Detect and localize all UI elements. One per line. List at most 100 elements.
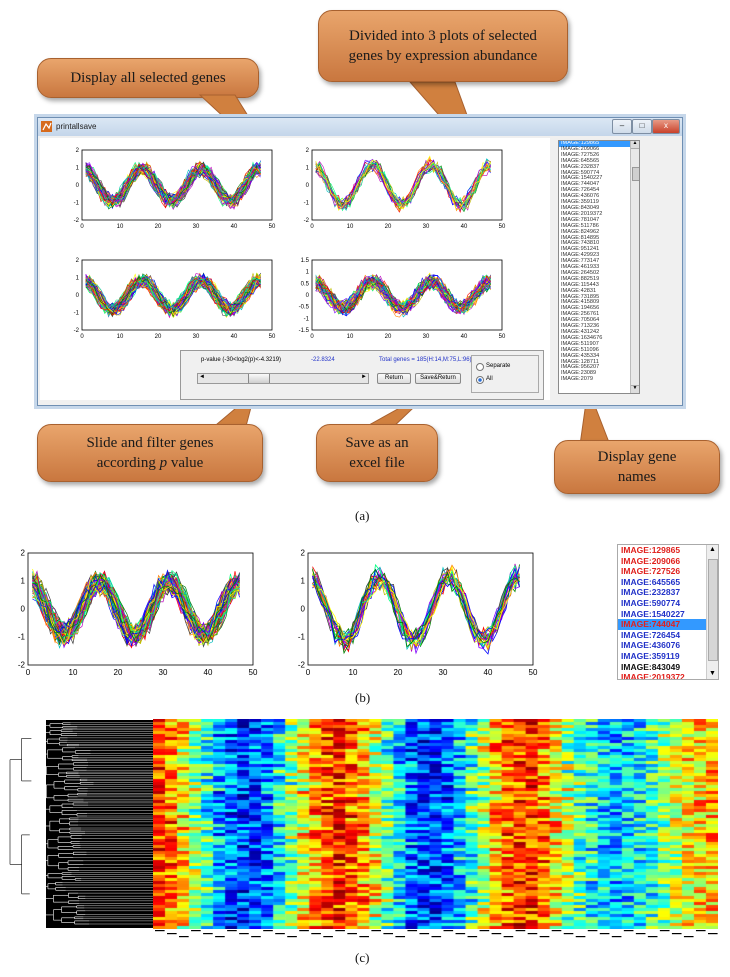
y-tick-label: 1 (301, 577, 306, 586)
minimize-button[interactable]: – (612, 119, 632, 134)
series-line (315, 158, 491, 211)
gene-list-item[interactable]: IMAGE:645565 (561, 157, 600, 164)
x-tick-label: 10 (349, 668, 358, 677)
gene-list-item[interactable]: IMAGE:744047 (561, 181, 600, 188)
slider-left-icon[interactable]: ◄ (199, 374, 205, 380)
gene-list-item[interactable]: IMAGE:2019372 (621, 672, 685, 680)
gene-list-item[interactable]: IMAGE:209066 (561, 145, 600, 152)
gene-list-item[interactable]: IMAGE:1634676 (561, 334, 603, 341)
gene-list-item[interactable]: IMAGE:2079 (561, 376, 594, 383)
gene-list-item[interactable]: IMAGE:882519 (561, 275, 600, 282)
gene-list-item[interactable]: IMAGE:590774 (561, 169, 600, 176)
x-tick-label: 0 (80, 334, 84, 340)
scroll-thumb[interactable] (632, 167, 639, 181)
pvalue-slider[interactable]: ◄ ► (197, 373, 369, 384)
callout-text: names (617, 469, 657, 485)
gene-list-item[interactable]: IMAGE:129865 (621, 545, 681, 555)
series-line (315, 277, 491, 314)
gene-list-item[interactable]: IMAGE:726454 (561, 187, 600, 194)
gene-list-item[interactable]: IMAGE:645565 (621, 576, 681, 587)
scroll-up-icon[interactable]: ▲ (631, 141, 639, 149)
gene-list-item[interactable]: IMAGE:194656 (561, 305, 600, 312)
slider-thumb[interactable] (247, 374, 270, 383)
gene-list-item[interactable]: IMAGE:264502 (561, 269, 600, 276)
gene-list-item[interactable]: IMAGE:23089 (561, 370, 597, 377)
gene-list-item[interactable]: IMAGE:435334 (561, 352, 600, 359)
scroll-down-icon[interactable]: ▼ (709, 670, 716, 677)
gene-list-item[interactable]: IMAGE:129865 (559, 141, 639, 147)
gene-list-item[interactable]: IMAGE:951241 (561, 246, 600, 253)
gene-list-item[interactable]: IMAGE:743810 (561, 240, 600, 247)
list-scrollbar[interactable]: ▲ ▼ (706, 545, 718, 679)
return-button[interactable]: Return (377, 373, 411, 384)
gene-list-item[interactable]: IMAGE:781047 (561, 216, 600, 223)
callout-text: according p value (96, 455, 204, 471)
gene-list-item[interactable]: IMAGE:415809 (561, 299, 600, 306)
gene-list-item[interactable]: IMAGE:232837 (621, 587, 681, 598)
gene-list-item[interactable]: IMAGE:511907 (561, 340, 599, 347)
close-button[interactable]: x (652, 119, 680, 134)
gene-list-item[interactable]: IMAGE:511786 (561, 222, 599, 229)
y-tick-label: 0 (301, 605, 306, 614)
gene-list-item[interactable]: IMAGE:731895 (561, 293, 600, 300)
gene-list-item[interactable]: IMAGE:359119 (621, 650, 680, 661)
gene-list-item[interactable]: IMAGE:1540227 (621, 608, 685, 619)
series-line (315, 274, 491, 316)
y-tick-label: 1.5 (301, 258, 310, 264)
x-tick-label: 10 (117, 334, 124, 340)
gene-name-list[interactable]: IMAGE:129865 IMAGE:209066 IMAGE:727526 IMAG… (558, 140, 640, 394)
gene-list-item[interactable]: IMAGE:511096 (561, 346, 599, 353)
expression-heatmap (153, 719, 718, 929)
scroll-up-icon[interactable]: ▲ (709, 546, 716, 553)
gene-list-item[interactable]: IMAGE:429923 (561, 252, 600, 259)
x-tick-label: 20 (385, 334, 392, 340)
gene-name-list-colored[interactable]: IMAGE:129865 IMAGE:209066 IMAGE:727526 IMAG… (617, 544, 719, 680)
y-tick-label: -2 (74, 218, 80, 224)
gene-list-item[interactable]: IMAGE:1540227 (561, 175, 603, 182)
gene-list-item[interactable]: IMAGE:256761 (561, 311, 600, 318)
y-tick-label: 2 (21, 549, 26, 558)
subplot: 0 10 20 30 40 50 1.5 1 0.5 0 -0.5 -1 -1.5 (299, 258, 506, 340)
series-line (85, 164, 261, 208)
gene-list-item[interactable]: IMAGE:436076 (561, 193, 600, 200)
x-tick-label: 20 (394, 668, 403, 677)
x-tick-label: 40 (484, 668, 493, 677)
radio-all[interactable] (476, 376, 484, 384)
gene-list-item[interactable]: IMAGE:843049 (621, 661, 681, 672)
gene-list-item[interactable]: IMAGE:726454 (621, 629, 681, 640)
gene-list-item[interactable]: IMAGE:727526 (621, 566, 681, 577)
y-tick-label: -2 (74, 328, 80, 334)
gene-list-item[interactable]: IMAGE:461933 (561, 264, 600, 271)
maximize-button[interactable]: □ (632, 119, 652, 134)
gene-list-item[interactable]: IMAGE:359119 (561, 199, 599, 206)
gene-list-item[interactable]: IMAGE:2019372 (561, 210, 603, 217)
gene-list-item[interactable]: IMAGE:705064 (561, 317, 600, 324)
series-line (315, 162, 491, 212)
gene-list-item[interactable]: IMAGE:814895 (561, 234, 600, 241)
scroll-thumb[interactable] (708, 559, 718, 661)
gene-list-item[interactable]: IMAGE:727526 (561, 151, 600, 158)
slider-right-icon[interactable]: ► (361, 374, 367, 380)
x-tick-label: 30 (159, 668, 168, 677)
list-scrollbar[interactable]: ▲ ▼ (630, 141, 639, 393)
gene-list-item[interactable]: IMAGE:773147 (561, 258, 600, 265)
callout-text: Divided into 3 plots of selected (349, 28, 537, 44)
x-tick-label: 50 (529, 668, 538, 677)
gene-list-item[interactable]: IMAGE:843049 (561, 204, 600, 211)
scroll-down-icon[interactable]: ▼ (631, 385, 639, 393)
gene-list-item[interactable]: IMAGE:232837 (561, 163, 600, 170)
gene-list-item[interactable]: IMAGE:824962 (561, 228, 600, 235)
gene-list-item[interactable]: IMAGE:744047 (618, 619, 718, 630)
gene-list-item[interactable]: IMAGE:128711 (561, 358, 599, 365)
radio-separate[interactable] (476, 363, 484, 371)
gene-list-item[interactable]: IMAGE:209066 (621, 555, 681, 566)
gene-list-item[interactable]: IMAGE:713236 (561, 323, 600, 330)
gene-list-item[interactable]: IMAGE:956207 (561, 364, 600, 371)
gene-list-item[interactable]: IMAGE:115443 (561, 281, 599, 288)
gene-list-item[interactable]: IMAGE:431242 (561, 329, 600, 335)
gene-list-item[interactable]: IMAGE:436076 (621, 640, 681, 651)
save-return-button[interactable]: Save&Return (415, 373, 461, 384)
gene-list-item[interactable]: IMAGE:590774 (621, 597, 681, 608)
y-tick-label: 1 (21, 577, 26, 586)
gene-list-item[interactable]: IMAGE:42831 (561, 287, 597, 294)
